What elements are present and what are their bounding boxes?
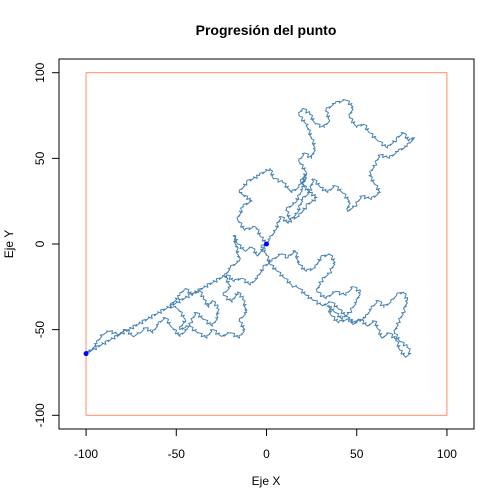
start-point: [264, 241, 269, 247]
walk-path-0: [85, 99, 415, 358]
y-tick-label: 0: [33, 240, 47, 247]
x-tick-label: 50: [350, 447, 364, 461]
boundary-layer: [85, 72, 448, 416]
y-tick-label: -100: [33, 403, 47, 427]
y-tick-label: 50: [33, 151, 47, 165]
end-point: [83, 351, 89, 357]
x-axis: -100 -50 0 50 100: [74, 428, 457, 461]
x-tick-label: -50: [168, 447, 186, 461]
x-axis-label: Eje X: [252, 474, 281, 488]
points-layer: [83, 241, 269, 357]
y-tick-label: 100: [33, 62, 47, 82]
x-tick-label: -100: [74, 447, 98, 461]
chart-title: Progresión del punto: [196, 22, 337, 38]
path-layer: [85, 99, 415, 358]
x-tick-label: 0: [263, 447, 270, 461]
y-axis-label: Eje Y: [2, 230, 16, 258]
boundary-square: [85, 72, 448, 416]
x-tick-label: 100: [437, 447, 457, 461]
y-axis: -100 -50 0 50 100: [33, 62, 60, 427]
y-tick-label: -50: [33, 321, 47, 339]
